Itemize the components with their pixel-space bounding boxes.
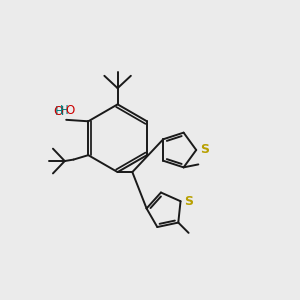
- Text: H: H: [55, 105, 64, 118]
- Text: O: O: [65, 104, 74, 118]
- Text: S: S: [184, 195, 193, 208]
- Text: H: H: [60, 104, 69, 118]
- Text: O: O: [50, 105, 64, 118]
- Text: S: S: [200, 143, 209, 157]
